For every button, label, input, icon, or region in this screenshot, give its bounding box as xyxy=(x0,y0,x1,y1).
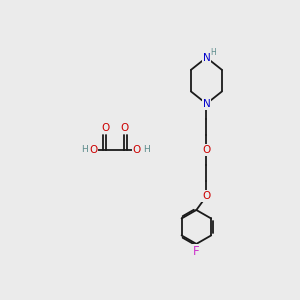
Text: O: O xyxy=(202,145,211,155)
Text: H: H xyxy=(211,48,216,57)
Text: F: F xyxy=(193,245,200,258)
Text: H: H xyxy=(81,146,88,154)
Text: H: H xyxy=(142,146,149,154)
Text: O: O xyxy=(133,145,141,155)
Text: N: N xyxy=(202,99,210,109)
Text: O: O xyxy=(102,123,110,134)
Text: N: N xyxy=(202,52,210,63)
Text: O: O xyxy=(202,191,211,201)
Text: O: O xyxy=(89,145,98,155)
Text: O: O xyxy=(120,123,128,134)
